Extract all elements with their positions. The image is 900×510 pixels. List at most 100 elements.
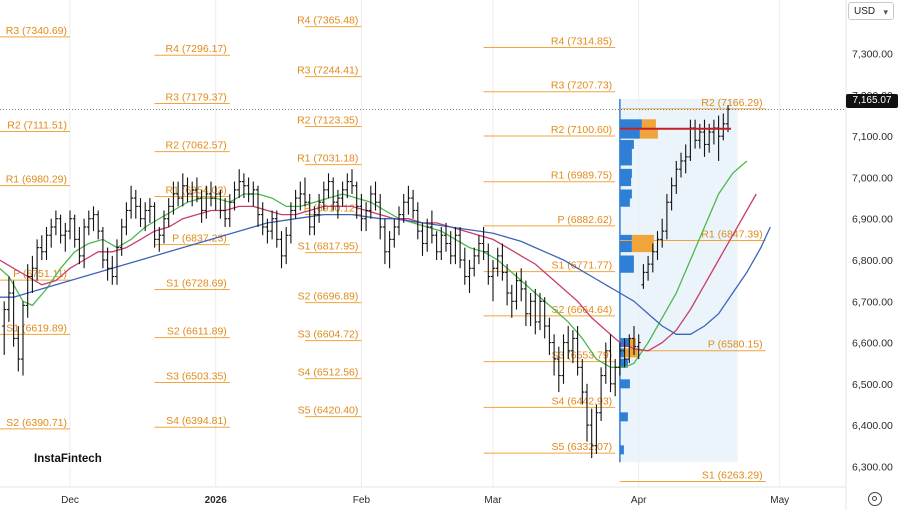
candle-123 xyxy=(580,359,585,405)
volume-bar-blue-16 xyxy=(619,379,630,389)
candle-97 xyxy=(458,226,463,269)
candle-103 xyxy=(486,243,491,285)
candle-125 xyxy=(589,408,594,459)
candle-64 xyxy=(303,177,307,207)
pivot-label-0-1: R2 (7111.51) xyxy=(7,119,67,131)
candle-5 xyxy=(25,264,30,318)
volume-bar-blue-15 xyxy=(619,358,628,368)
pivot-label-2-1: R3 (7244.41) xyxy=(297,65,358,77)
pivot-label-1-5: S1 (6728.69) xyxy=(166,277,227,289)
pivot-label-3-3: R1 (6989.75) xyxy=(551,170,612,182)
candle-69 xyxy=(326,173,331,199)
candle-143 xyxy=(674,160,679,194)
candle-137 xyxy=(646,255,651,281)
currency-select[interactable]: USD ▾ xyxy=(848,2,894,20)
candle-41 xyxy=(194,177,199,203)
y-tick-10: 6,300.00 xyxy=(852,461,893,473)
candle-66 xyxy=(312,206,317,236)
currency-value: USD xyxy=(854,6,876,17)
pivot-label-3-9: S5 (6332.07) xyxy=(551,441,612,453)
candle-28 xyxy=(133,189,138,219)
settings-icon[interactable] xyxy=(868,492,882,506)
candle-74 xyxy=(350,169,354,194)
candle-135 xyxy=(636,334,641,360)
x-label-0: Dec xyxy=(61,495,79,506)
candle-32 xyxy=(152,202,157,248)
candle-85 xyxy=(401,193,406,223)
pivot-label-3-1: R3 (7207.73) xyxy=(551,80,612,92)
candle-89 xyxy=(420,222,425,256)
candle-67 xyxy=(317,193,322,223)
candle-81 xyxy=(382,218,387,265)
candle-38 xyxy=(180,173,185,207)
chevron-down-icon: ▾ xyxy=(883,7,888,17)
candle-98 xyxy=(462,247,467,285)
candle-53 xyxy=(251,181,256,207)
candle-19 xyxy=(91,206,96,232)
candle-9 xyxy=(44,226,49,261)
candle-29 xyxy=(138,198,143,227)
candle-59 xyxy=(279,231,284,269)
price-axis[interactable]: 7,300.007,200.007,100.007,000.006,900.00… xyxy=(852,49,893,474)
candle-112 xyxy=(528,293,533,327)
pivot-label-2-2: R2 (7123.35) xyxy=(297,115,358,127)
candle-35 xyxy=(166,198,171,227)
candle-107 xyxy=(505,264,510,306)
candle-77 xyxy=(364,202,369,232)
candle-138 xyxy=(650,243,655,273)
pivot-label-3-4: P (6882.62) xyxy=(558,214,613,226)
candle-39 xyxy=(185,177,190,203)
candle-84 xyxy=(397,206,401,236)
candle-119 xyxy=(561,334,566,384)
candle-57 xyxy=(270,210,275,240)
candle-45 xyxy=(213,185,218,211)
x-label-3: Mar xyxy=(484,495,502,506)
brand-logo: InstaFintech xyxy=(32,452,104,466)
candle-13 xyxy=(63,222,68,252)
volume-profile-zone xyxy=(619,99,738,463)
candle-68 xyxy=(321,181,326,211)
candle-60 xyxy=(284,226,289,265)
candle-95 xyxy=(448,231,453,265)
volume-bar-orange-9 xyxy=(631,234,654,244)
candle-27 xyxy=(129,185,134,219)
candle-136 xyxy=(641,264,646,289)
candle-2 xyxy=(11,280,16,347)
last-price-line xyxy=(0,108,846,130)
candle-105 xyxy=(495,247,500,277)
pivot-label-1-2: R2 (7062.57) xyxy=(166,140,227,152)
candle-61 xyxy=(288,202,293,244)
pivot-label-1-8: S4 (6394.81) xyxy=(166,415,227,427)
pivot-label-1-4: P (6837.23) xyxy=(172,233,227,245)
time-axis[interactable]: Dec 2026 Feb Mar Apr May xyxy=(61,495,789,506)
y-tick-4: 6,900.00 xyxy=(852,214,893,226)
candle-92 xyxy=(434,231,439,261)
candle-56 xyxy=(265,218,270,244)
volume-bar-blue-14 xyxy=(619,348,624,358)
volume-bar-blue-8 xyxy=(619,197,630,207)
candle-6 xyxy=(30,255,35,294)
candle-25 xyxy=(119,218,124,256)
volume-bar-blue-3 xyxy=(619,148,632,158)
pivot-label-3-5: S1 (6771.77) xyxy=(551,260,612,272)
candle-36 xyxy=(171,181,176,215)
candle-24 xyxy=(115,239,119,285)
candle-133 xyxy=(627,334,632,364)
candle-153 xyxy=(721,113,726,141)
candle-99 xyxy=(467,260,472,294)
candle-80 xyxy=(378,193,383,240)
pivot-label-4-2: P (6580.15) xyxy=(708,339,763,351)
candle-42 xyxy=(199,189,204,223)
ma-line-2 xyxy=(0,213,771,335)
candle-11 xyxy=(53,210,58,236)
candle-3 xyxy=(16,326,21,372)
candle-78 xyxy=(368,185,373,219)
candle-118 xyxy=(556,346,561,393)
candle-94 xyxy=(444,222,448,252)
candle-34 xyxy=(162,210,166,244)
pivot-label-2-4: P (6910.12) xyxy=(304,203,359,215)
candle-72 xyxy=(340,181,345,207)
candle-71 xyxy=(335,189,340,219)
